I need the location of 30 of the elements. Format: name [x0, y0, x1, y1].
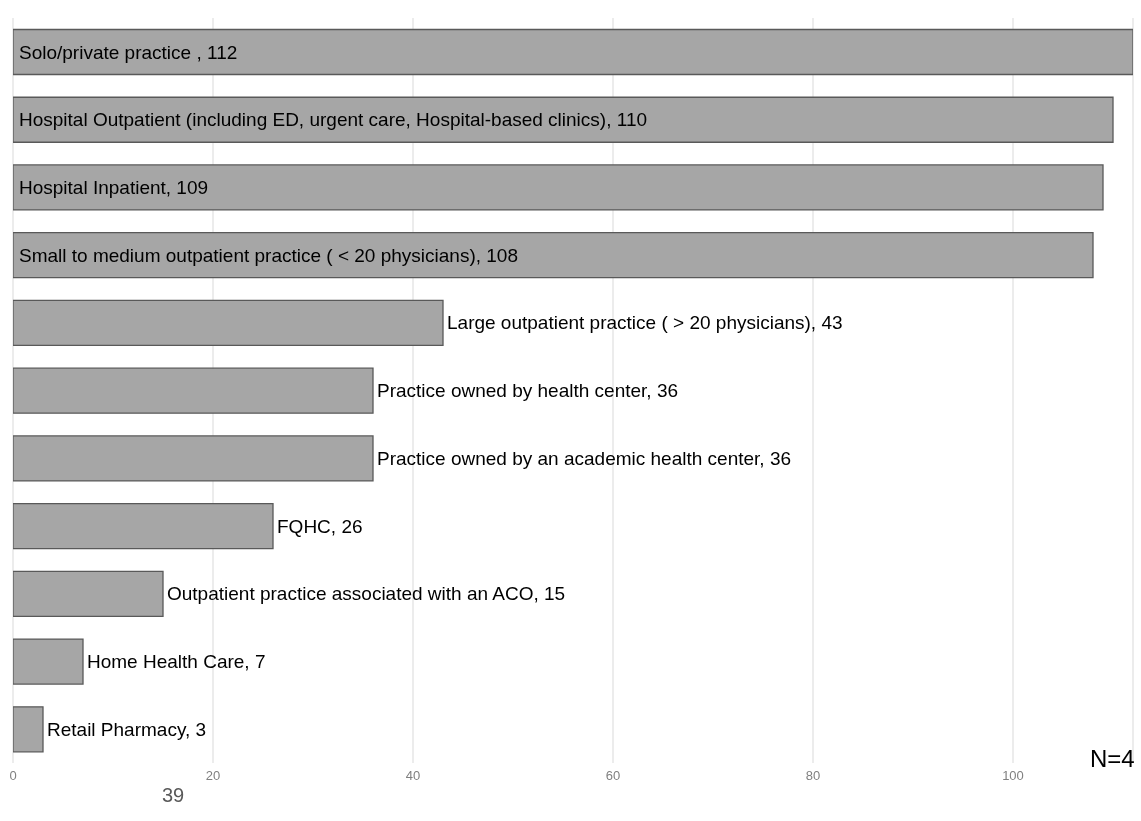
data-label: Practice owned by an academic health center, 36	[377, 447, 792, 469]
data-label: FQHC, 26	[277, 515, 363, 537]
bar	[13, 435, 374, 482]
data-label: Small to medium outpatient practice ( < 20 physicians), 108	[19, 244, 519, 266]
data-label: Solo/private practice , 112	[19, 41, 238, 63]
data-label: Hospital Inpatient, 109	[19, 176, 209, 198]
x-tick-label: 100	[1002, 768, 1024, 784]
bar	[13, 706, 44, 753]
data-label: Home Health Care, 7	[87, 651, 266, 673]
bar	[13, 638, 84, 685]
x-tick-label: 80	[805, 768, 821, 784]
x-tick-label: 20	[205, 768, 221, 784]
data-label: Practice owned by health center, 36	[377, 380, 679, 402]
x-tick-label: 40	[405, 768, 421, 784]
bar	[13, 28, 1133, 76]
data-label: Large outpatient practice ( > 20 physicians), 43	[447, 312, 843, 334]
data-label: Retail Pharmacy, 3	[47, 718, 207, 740]
bar	[13, 232, 1094, 279]
bar	[13, 164, 1104, 211]
x-tick-label: 0	[9, 768, 17, 784]
text: 39	[162, 784, 185, 807]
annotation: N=4	[1090, 745, 1135, 773]
bar	[13, 502, 274, 550]
data-label: Outpatient practice associated with an ACO, 15	[167, 583, 566, 605]
bar	[13, 570, 164, 617]
bar	[13, 299, 444, 347]
x-tick-label: 60	[605, 768, 621, 784]
bar	[13, 96, 1114, 143]
bar	[13, 367, 374, 414]
data-label: Hospital Outpatient (including ED, urgent care, Hospital-based clinics), 110	[19, 109, 648, 131]
